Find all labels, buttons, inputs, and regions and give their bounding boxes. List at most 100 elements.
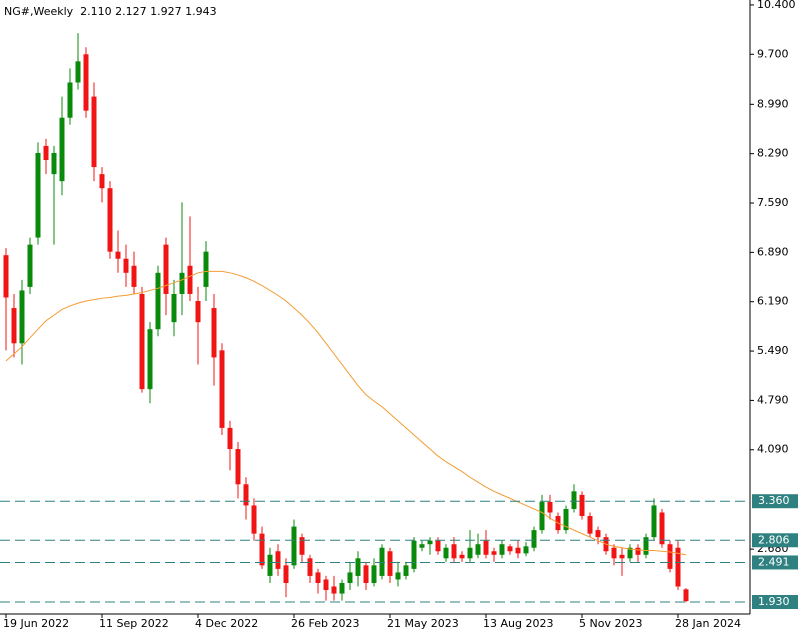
candle-body bbox=[667, 544, 673, 569]
candle-body bbox=[507, 546, 513, 552]
candle-body bbox=[475, 544, 481, 555]
candle-body bbox=[491, 551, 497, 555]
candle-body bbox=[379, 547, 385, 576]
candle-body bbox=[451, 544, 457, 559]
y-tick-label: 4.790 bbox=[757, 393, 789, 406]
level-label: 2.491 bbox=[758, 555, 790, 568]
candle-body bbox=[115, 251, 121, 259]
x-tick-label: 28 Jan 2024 bbox=[675, 617, 741, 630]
candle-body bbox=[283, 565, 289, 583]
candle-body bbox=[587, 516, 593, 534]
y-tick-label: 6.890 bbox=[757, 245, 789, 258]
candle-body bbox=[579, 494, 585, 517]
candle-body bbox=[387, 551, 393, 576]
candle-body bbox=[347, 572, 353, 583]
candle-body bbox=[187, 265, 193, 294]
y-tick-label: 4.090 bbox=[757, 443, 789, 456]
candle-body bbox=[547, 501, 553, 513]
candle-body bbox=[323, 579, 329, 591]
level-label-box bbox=[752, 595, 798, 610]
candle-body bbox=[627, 547, 633, 559]
candle-body bbox=[683, 589, 689, 602]
candle-body bbox=[259, 533, 265, 566]
level-label-box bbox=[752, 494, 798, 509]
candle-body bbox=[611, 547, 617, 559]
y-tick-label: 6.190 bbox=[757, 295, 789, 308]
candle-body bbox=[315, 572, 321, 583]
candle-body bbox=[251, 505, 257, 534]
moving-average bbox=[5, 270, 687, 556]
level-label-box bbox=[752, 533, 798, 548]
candle-body bbox=[355, 558, 361, 576]
candle-body bbox=[403, 565, 409, 576]
candle-body bbox=[395, 572, 401, 580]
candle-body bbox=[419, 544, 425, 548]
candle-body bbox=[571, 491, 577, 509]
candle-body bbox=[27, 244, 33, 287]
level-label-box bbox=[752, 555, 798, 570]
candle-body bbox=[235, 449, 241, 485]
candle-body bbox=[67, 82, 73, 118]
y-tick-label: 7.590 bbox=[757, 196, 789, 209]
candle-body bbox=[659, 512, 665, 545]
candle-body bbox=[219, 350, 225, 428]
candle-body bbox=[331, 586, 337, 594]
candle-body bbox=[299, 537, 305, 555]
level-label: 3.360 bbox=[758, 494, 790, 507]
candle-body bbox=[275, 551, 281, 569]
candle-body bbox=[523, 546, 529, 554]
y-tick-label: 8.290 bbox=[757, 147, 789, 160]
candle-body bbox=[619, 554, 625, 559]
candle-body bbox=[171, 293, 177, 323]
candle-body bbox=[371, 565, 377, 583]
candle-body bbox=[75, 61, 81, 83]
candle-body bbox=[107, 188, 113, 252]
candle-body bbox=[411, 540, 417, 569]
candle-body bbox=[163, 244, 169, 294]
candle-body bbox=[539, 501, 545, 531]
candle-body bbox=[459, 554, 465, 559]
candle-body bbox=[363, 565, 369, 583]
candle-body bbox=[227, 427, 233, 450]
y-tick-label: 5.490 bbox=[757, 344, 789, 357]
candle-body bbox=[11, 308, 17, 344]
candle-body bbox=[443, 547, 449, 559]
candle-body bbox=[83, 54, 89, 111]
candle-body bbox=[139, 293, 145, 390]
candle-body bbox=[675, 547, 681, 587]
candle-body bbox=[635, 547, 641, 555]
candle-body bbox=[195, 301, 201, 323]
candle-body bbox=[435, 540, 441, 552]
candle-body bbox=[35, 152, 41, 238]
candle-body bbox=[483, 540, 489, 555]
candle-body bbox=[19, 290, 25, 344]
candle-body bbox=[267, 554, 273, 576]
level-label: 2.806 bbox=[758, 533, 790, 546]
candle-body bbox=[91, 96, 97, 168]
candle-body bbox=[499, 544, 505, 555]
candle-body bbox=[51, 152, 57, 175]
candle-body bbox=[643, 537, 649, 555]
candle-body bbox=[563, 508, 569, 531]
candle-body bbox=[339, 582, 345, 594]
candle-body bbox=[515, 547, 521, 554]
x-tick-label: 11 Sep 2022 bbox=[99, 617, 169, 630]
candle-body bbox=[307, 558, 313, 576]
x-tick-label: 26 Feb 2023 bbox=[291, 617, 359, 630]
x-tick-label: 4 Dec 2022 bbox=[195, 617, 258, 630]
candle-body bbox=[131, 265, 137, 287]
candle-body bbox=[147, 329, 153, 390]
candle-body bbox=[595, 530, 601, 538]
candle-body bbox=[179, 272, 185, 294]
candle-body bbox=[427, 540, 433, 545]
x-tick-label: 19 Jun 2022 bbox=[3, 617, 69, 630]
candle-body bbox=[203, 251, 209, 287]
candle-body bbox=[59, 117, 65, 182]
y-tick-label: 9.700 bbox=[757, 47, 789, 60]
candle-body bbox=[123, 258, 129, 273]
candle-body bbox=[155, 272, 161, 330]
candle-body bbox=[3, 255, 9, 298]
x-tick-label: 21 May 2023 bbox=[387, 617, 459, 630]
y-tick-label: 8.990 bbox=[757, 97, 789, 110]
